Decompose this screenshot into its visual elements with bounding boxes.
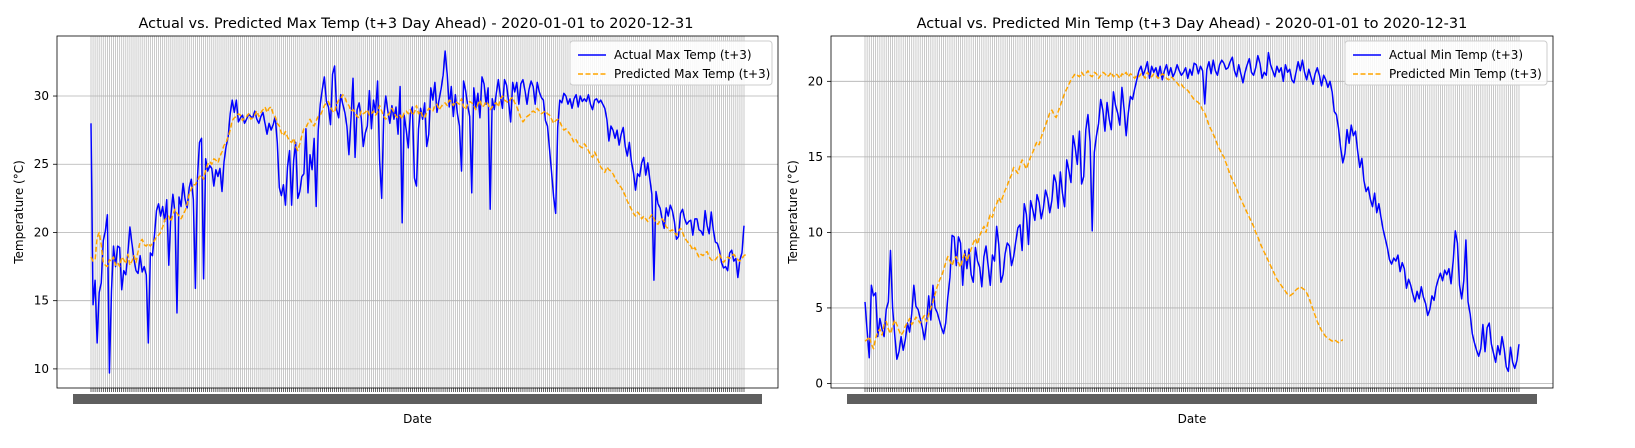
chart-panel-2: 0 5 10 15 20 Actual vs. Predicted Min Temp (t… bbox=[786, 16, 1554, 426]
x-axis-label: Date bbox=[1178, 412, 1207, 426]
y-tick-label: 25 bbox=[34, 157, 49, 171]
y-tick-label: 30 bbox=[34, 89, 49, 103]
x-tick-labels-overlapped bbox=[847, 394, 1537, 404]
y-tick-label: 10 bbox=[808, 225, 823, 239]
y-axis-label: Temperature (°C) bbox=[786, 160, 800, 265]
legend-box bbox=[569, 40, 773, 86]
series-line-actual bbox=[90, 50, 745, 374]
legend-box bbox=[1344, 40, 1548, 86]
chart-title: Actual vs. Predicted Min Temp (t+3 Day A… bbox=[917, 16, 1468, 32]
axes-frame bbox=[830, 35, 1554, 389]
y-tick-label: 5 bbox=[815, 301, 823, 315]
legend-entry-label: Predicted Max Temp (t+3) bbox=[614, 67, 770, 81]
y-tick-label: 20 bbox=[34, 225, 49, 239]
series-line-predicted bbox=[90, 93, 747, 268]
x-ticks bbox=[864, 388, 1520, 392]
legend-entry-label: Actual Max Temp (t+3) bbox=[614, 48, 752, 62]
y-axis-label: Temperature (°C) bbox=[12, 160, 26, 265]
legend: Actual Min Temp (t+3) Predicted Min Temp … bbox=[1344, 40, 1548, 86]
y-tick-label: 0 bbox=[815, 376, 823, 390]
x-ticks bbox=[90, 388, 745, 392]
chart-panel-1: 10 15 20 25 30 Actual vs. Predicted Max Temp … bbox=[12, 16, 779, 426]
legend-entry-label: Predicted Min Temp (t+3) bbox=[1389, 67, 1542, 81]
y-tick-label: 15 bbox=[808, 150, 823, 164]
series-line-predicted bbox=[864, 70, 1344, 350]
y-tick-label: 20 bbox=[808, 74, 823, 88]
x-tick-labels-overlapped bbox=[73, 394, 762, 404]
y-tick-label: 15 bbox=[34, 294, 49, 308]
y-tick-label: 10 bbox=[34, 362, 49, 376]
x-gridlines bbox=[864, 36, 1520, 388]
series-line-actual bbox=[864, 51, 1520, 373]
legend-entry-label: Actual Min Temp (t+3) bbox=[1389, 48, 1523, 62]
x-axis-label: Date bbox=[403, 412, 432, 426]
chart-title: Actual vs. Predicted Max Temp (t+3 Day A… bbox=[138, 16, 693, 32]
legend: Actual Max Temp (t+3) Predicted Max Temp … bbox=[569, 40, 773, 86]
axes-frame bbox=[56, 35, 779, 389]
